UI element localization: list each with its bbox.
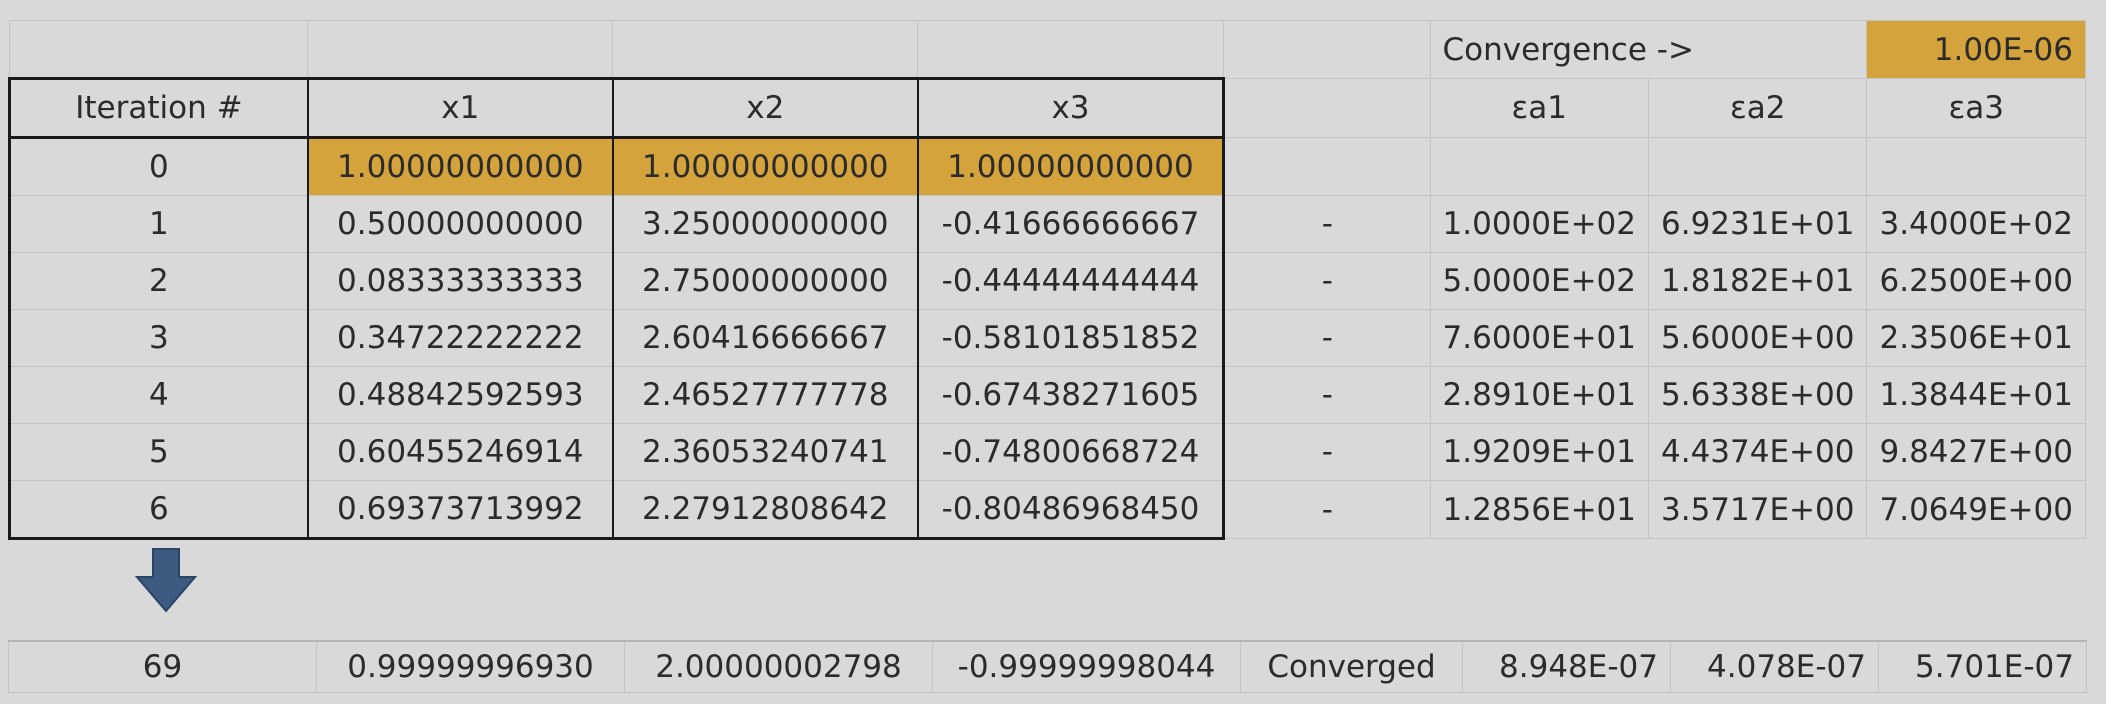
- x3-cell[interactable]: 1.00000000000: [917, 137, 1226, 196]
- status-cell[interactable]: -: [1223, 366, 1431, 424]
- table-row: 6 0.69373713992 2.27912808642 -0.8048696…: [7, 480, 2086, 540]
- status-cell[interactable]: -: [1223, 252, 1431, 310]
- ea2-cell[interactable]: 4.078E-07: [1670, 640, 1879, 693]
- ea3-cell[interactable]: 6.2500E+00: [1866, 252, 2086, 310]
- table-row: 2 0.08333333333 2.75000000000 -0.4444444…: [7, 252, 2086, 310]
- x1-cell[interactable]: 0.48842592593: [306, 366, 614, 424]
- x2-cell[interactable]: 2.00000002798: [624, 640, 933, 693]
- ea2-cell[interactable]: 3.5717E+00: [1647, 480, 1868, 539]
- table-row: 0 1.00000000000 1.00000000000 1.00000000…: [7, 137, 2086, 196]
- ea3-cell[interactable]: 3.4000E+02: [1866, 195, 2086, 253]
- cell[interactable]: [8, 20, 309, 79]
- ea1-cell[interactable]: 1.0000E+02: [1429, 195, 1650, 253]
- header-row: Iteration # x1 x2 x3 εa1 εa2 εa3: [7, 77, 2086, 139]
- iteration-cell[interactable]: 2: [7, 252, 309, 310]
- x3-cell[interactable]: -0.41666666667: [917, 195, 1226, 253]
- ea1-cell[interactable]: 1.9209E+01: [1429, 423, 1650, 481]
- cell[interactable]: [1223, 78, 1431, 138]
- x3-cell[interactable]: -0.44444444444: [917, 252, 1226, 310]
- x3-cell[interactable]: -0.99999998044: [932, 640, 1241, 693]
- iteration-cell[interactable]: 0: [7, 137, 309, 196]
- status-cell[interactable]: Converged: [1240, 640, 1463, 693]
- x3-cell[interactable]: -0.58101851852: [917, 309, 1226, 367]
- ea1-cell[interactable]: 2.8910E+01: [1429, 366, 1650, 424]
- cell[interactable]: [307, 20, 614, 79]
- status-cell[interactable]: -: [1223, 423, 1431, 481]
- table-row: 3 0.34722222222 2.60416666667 -0.5810185…: [7, 309, 2086, 367]
- x2-cell[interactable]: 3.25000000000: [611, 195, 919, 253]
- status-cell[interactable]: -: [1223, 309, 1431, 367]
- iteration-cell[interactable]: 69: [8, 640, 317, 693]
- x1-cell[interactable]: 1.00000000000: [306, 137, 614, 196]
- x2-cell[interactable]: 2.46527777778: [611, 366, 919, 424]
- iteration-cell[interactable]: 6: [7, 480, 309, 540]
- iteration-cell[interactable]: 5: [7, 423, 309, 481]
- x1-cell[interactable]: 0.99999996930: [316, 640, 625, 693]
- ea1-cell[interactable]: 5.0000E+02: [1429, 252, 1650, 310]
- ea2-cell[interactable]: 5.6000E+00: [1647, 309, 1868, 367]
- x2-cell[interactable]: 1.00000000000: [611, 137, 919, 196]
- iteration-cell[interactable]: 1: [7, 195, 309, 253]
- ea1-cell[interactable]: 1.2856E+01: [1429, 480, 1650, 539]
- table-row: 1 0.50000000000 3.25000000000 -0.4166666…: [7, 195, 2086, 253]
- ea3-cell[interactable]: 9.8427E+00: [1866, 423, 2086, 481]
- header-ea1[interactable]: εa1: [1429, 78, 1650, 138]
- ea3-cell[interactable]: 5.701E-07: [1878, 640, 2087, 693]
- ea2-cell[interactable]: [1647, 137, 1868, 196]
- ea1-cell[interactable]: 8.948E-07: [1462, 640, 1671, 693]
- status-cell[interactable]: -: [1223, 480, 1431, 539]
- x1-cell[interactable]: 0.08333333333: [306, 252, 614, 310]
- iteration-cell[interactable]: 4: [7, 366, 309, 424]
- ea2-cell[interactable]: 5.6338E+00: [1647, 366, 1868, 424]
- x1-cell[interactable]: 0.34722222222: [306, 309, 614, 367]
- header-iteration[interactable]: Iteration #: [7, 77, 309, 139]
- x1-cell[interactable]: 0.50000000000: [306, 195, 614, 253]
- table-row: 4 0.48842592593 2.46527777778 -0.6743827…: [7, 366, 2086, 424]
- down-arrow-icon: [134, 547, 198, 613]
- x3-cell[interactable]: -0.74800668724: [917, 423, 1226, 481]
- cell[interactable]: [612, 20, 919, 79]
- ea2-cell[interactable]: 6.9231E+01: [1647, 195, 1868, 253]
- header-x2[interactable]: x2: [611, 77, 919, 139]
- convergence-label[interactable]: Convergence ->: [1429, 20, 1868, 79]
- table-row: 69 0.99999996930 2.00000002798 -0.999999…: [8, 640, 2087, 693]
- ea2-cell[interactable]: 1.8182E+01: [1647, 252, 1868, 310]
- x1-cell[interactable]: 0.60455246914: [306, 423, 614, 481]
- header-ea2[interactable]: εa2: [1647, 78, 1868, 138]
- ea3-cell[interactable]: 2.3506E+01: [1866, 309, 2086, 367]
- final-iteration-row: 69 0.99999996930 2.00000002798 -0.999999…: [8, 640, 2087, 693]
- cell[interactable]: [917, 20, 1225, 79]
- spreadsheet-grid: Convergence -> 1.00E-06 Iteration # x1 x…: [7, 20, 2086, 540]
- convergence-row: Convergence -> 1.00E-06: [8, 20, 2086, 79]
- x2-cell[interactable]: 2.27912808642: [611, 480, 919, 540]
- table-row: 5 0.60455246914 2.36053240741 -0.7480066…: [7, 423, 2086, 481]
- ea2-cell[interactable]: 4.4374E+00: [1647, 423, 1868, 481]
- x1-cell[interactable]: 0.69373713992: [306, 480, 614, 540]
- cell[interactable]: [1223, 20, 1431, 79]
- status-cell[interactable]: [1223, 137, 1431, 196]
- header-x1[interactable]: x1: [306, 77, 614, 139]
- x2-cell[interactable]: 2.36053240741: [611, 423, 919, 481]
- status-cell[interactable]: -: [1223, 195, 1431, 253]
- ea3-cell[interactable]: 1.3844E+01: [1866, 366, 2086, 424]
- header-ea3[interactable]: εa3: [1866, 78, 2086, 138]
- ea1-cell[interactable]: 7.6000E+01: [1429, 309, 1650, 367]
- x2-cell[interactable]: 2.75000000000: [611, 252, 919, 310]
- ea1-cell[interactable]: [1429, 137, 1650, 196]
- iteration-cell[interactable]: 3: [7, 309, 309, 367]
- x3-cell[interactable]: -0.67438271605: [917, 366, 1226, 424]
- x3-cell[interactable]: -0.80486968450: [917, 480, 1226, 540]
- ea3-cell[interactable]: [1866, 137, 2086, 196]
- convergence-value[interactable]: 1.00E-06: [1866, 20, 2086, 79]
- x2-cell[interactable]: 2.60416666667: [611, 309, 919, 367]
- ea3-cell[interactable]: 7.0649E+00: [1866, 480, 2086, 539]
- header-x3[interactable]: x3: [917, 77, 1226, 139]
- iteration-table: Convergence -> 1.00E-06 Iteration # x1 x…: [7, 20, 2086, 540]
